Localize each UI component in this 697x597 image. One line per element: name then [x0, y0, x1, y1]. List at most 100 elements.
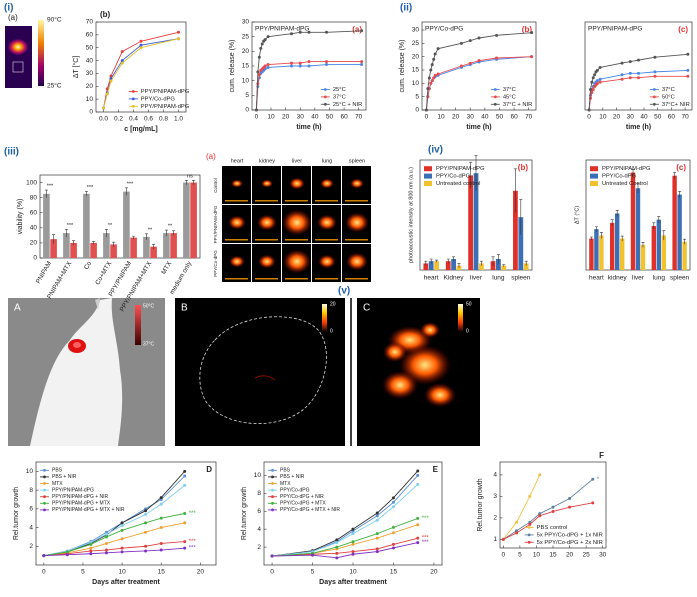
legend-label: PPY/PNIPAM-dPG: [52, 487, 94, 493]
data-point: [528, 522, 532, 526]
data-point: [375, 536, 379, 540]
legend-marker: [323, 88, 327, 91]
data-point: [335, 556, 339, 560]
y-tick-label: 8: [257, 490, 261, 497]
data-point: [159, 516, 163, 520]
data-point: [120, 524, 124, 528]
x-tick-label: 0: [502, 552, 506, 559]
heat-spot: [318, 254, 336, 269]
bar: [445, 261, 451, 270]
data-point: [391, 525, 395, 529]
data-point: [416, 541, 420, 545]
colorbar: [322, 304, 327, 332]
data-point: [139, 39, 143, 43]
bar: [163, 233, 170, 258]
mini-colorbar: [315, 278, 338, 280]
y-tick-label: 20: [86, 83, 94, 90]
error-bar: [524, 260, 528, 266]
x-tick-label: 40: [481, 114, 489, 121]
data-point: [598, 77, 602, 81]
legend-marker: [271, 508, 274, 512]
data-point: [653, 74, 657, 78]
colorbar-min: 37°C: [143, 341, 155, 347]
legend-marker: [271, 488, 274, 492]
organ-label: spleen: [349, 158, 365, 164]
panel-label: (c): [678, 25, 688, 34]
data-point: [568, 497, 572, 501]
legend-label: PPY/PNIPAM-dPG + MTX + NIR: [52, 507, 125, 513]
error-bar: [631, 169, 635, 176]
legend-label: MTX: [52, 481, 63, 487]
bar: [170, 233, 177, 258]
x-tick-label: 20: [566, 552, 574, 559]
x-tick-label: 0.0: [99, 116, 108, 123]
bar: [640, 244, 646, 270]
bar: [672, 175, 677, 270]
legend-label: PPY/PNIPAM-dPG: [141, 104, 190, 110]
data-point: [432, 76, 436, 80]
legend-label: PBS: [280, 468, 291, 474]
data-point: [289, 61, 293, 65]
data-point: [144, 509, 148, 513]
bar: [589, 238, 594, 270]
error-bar: [124, 187, 128, 196]
data-point: [427, 76, 431, 80]
legend-swatch: [424, 181, 432, 186]
heat-spot: [382, 371, 418, 399]
error-bar: [164, 229, 168, 237]
panel-label: (b): [518, 163, 529, 172]
group-label: Control: [213, 178, 218, 193]
data-point: [259, 46, 263, 50]
data-point: [433, 52, 437, 56]
significance: ***: [422, 516, 430, 522]
photoacoustic-panel: 50 0 C: [357, 298, 480, 446]
data-point: [105, 92, 109, 96]
section-label: (ii): [400, 3, 412, 14]
group-label: PPY/PNIPAM-dPG: [213, 205, 218, 243]
data-point: [159, 496, 163, 500]
data-point: [620, 73, 624, 77]
x-tick-label: liver: [632, 275, 645, 282]
x-tick-label: spleen: [511, 275, 531, 282]
heat-spot: [289, 177, 305, 190]
x-axis-label: Days after treatment: [319, 579, 387, 586]
bar: [635, 188, 641, 270]
legend-swatch: [424, 173, 432, 179]
error-bar: [144, 233, 148, 240]
colorbar-max: 50°C: [143, 303, 155, 309]
legend-marker: [493, 102, 497, 106]
heat-spot: [346, 252, 368, 271]
heat-spot: [258, 254, 276, 269]
data-point: [257, 73, 261, 77]
bar: [599, 235, 604, 270]
data-point: [254, 108, 258, 112]
data-point: [104, 532, 108, 536]
legend-label: 37°C + NIR: [503, 102, 533, 108]
error-bar: [104, 229, 108, 237]
x-tick-label: 0: [425, 114, 429, 121]
x-tick-label: 0.2: [114, 116, 123, 123]
y-tick-label: 40: [86, 57, 94, 64]
data-point: [416, 482, 420, 486]
heat-spot: [73, 342, 81, 348]
panel-label: E: [433, 465, 439, 474]
data-point: [416, 473, 420, 477]
y-tick-label: 15: [412, 67, 420, 74]
x-tick-label: 0.6: [144, 116, 153, 123]
data-point: [325, 63, 329, 67]
bar: [501, 265, 507, 270]
legend-label: 5x PPY/Co-dPG + 2x NIR: [537, 540, 603, 546]
significance: **: [148, 227, 153, 233]
plot-frame: [421, 21, 537, 111]
x-tick-label: 1.0: [174, 116, 183, 123]
legend-marker: [271, 482, 274, 485]
x-tick-label: 70: [355, 114, 363, 121]
bar: [523, 263, 529, 270]
x-tick-label: 30: [627, 114, 635, 121]
bar: [428, 261, 434, 270]
heat-spot: [261, 179, 273, 188]
data-point: [89, 552, 93, 556]
data-point: [307, 30, 311, 34]
bar: [682, 241, 687, 270]
